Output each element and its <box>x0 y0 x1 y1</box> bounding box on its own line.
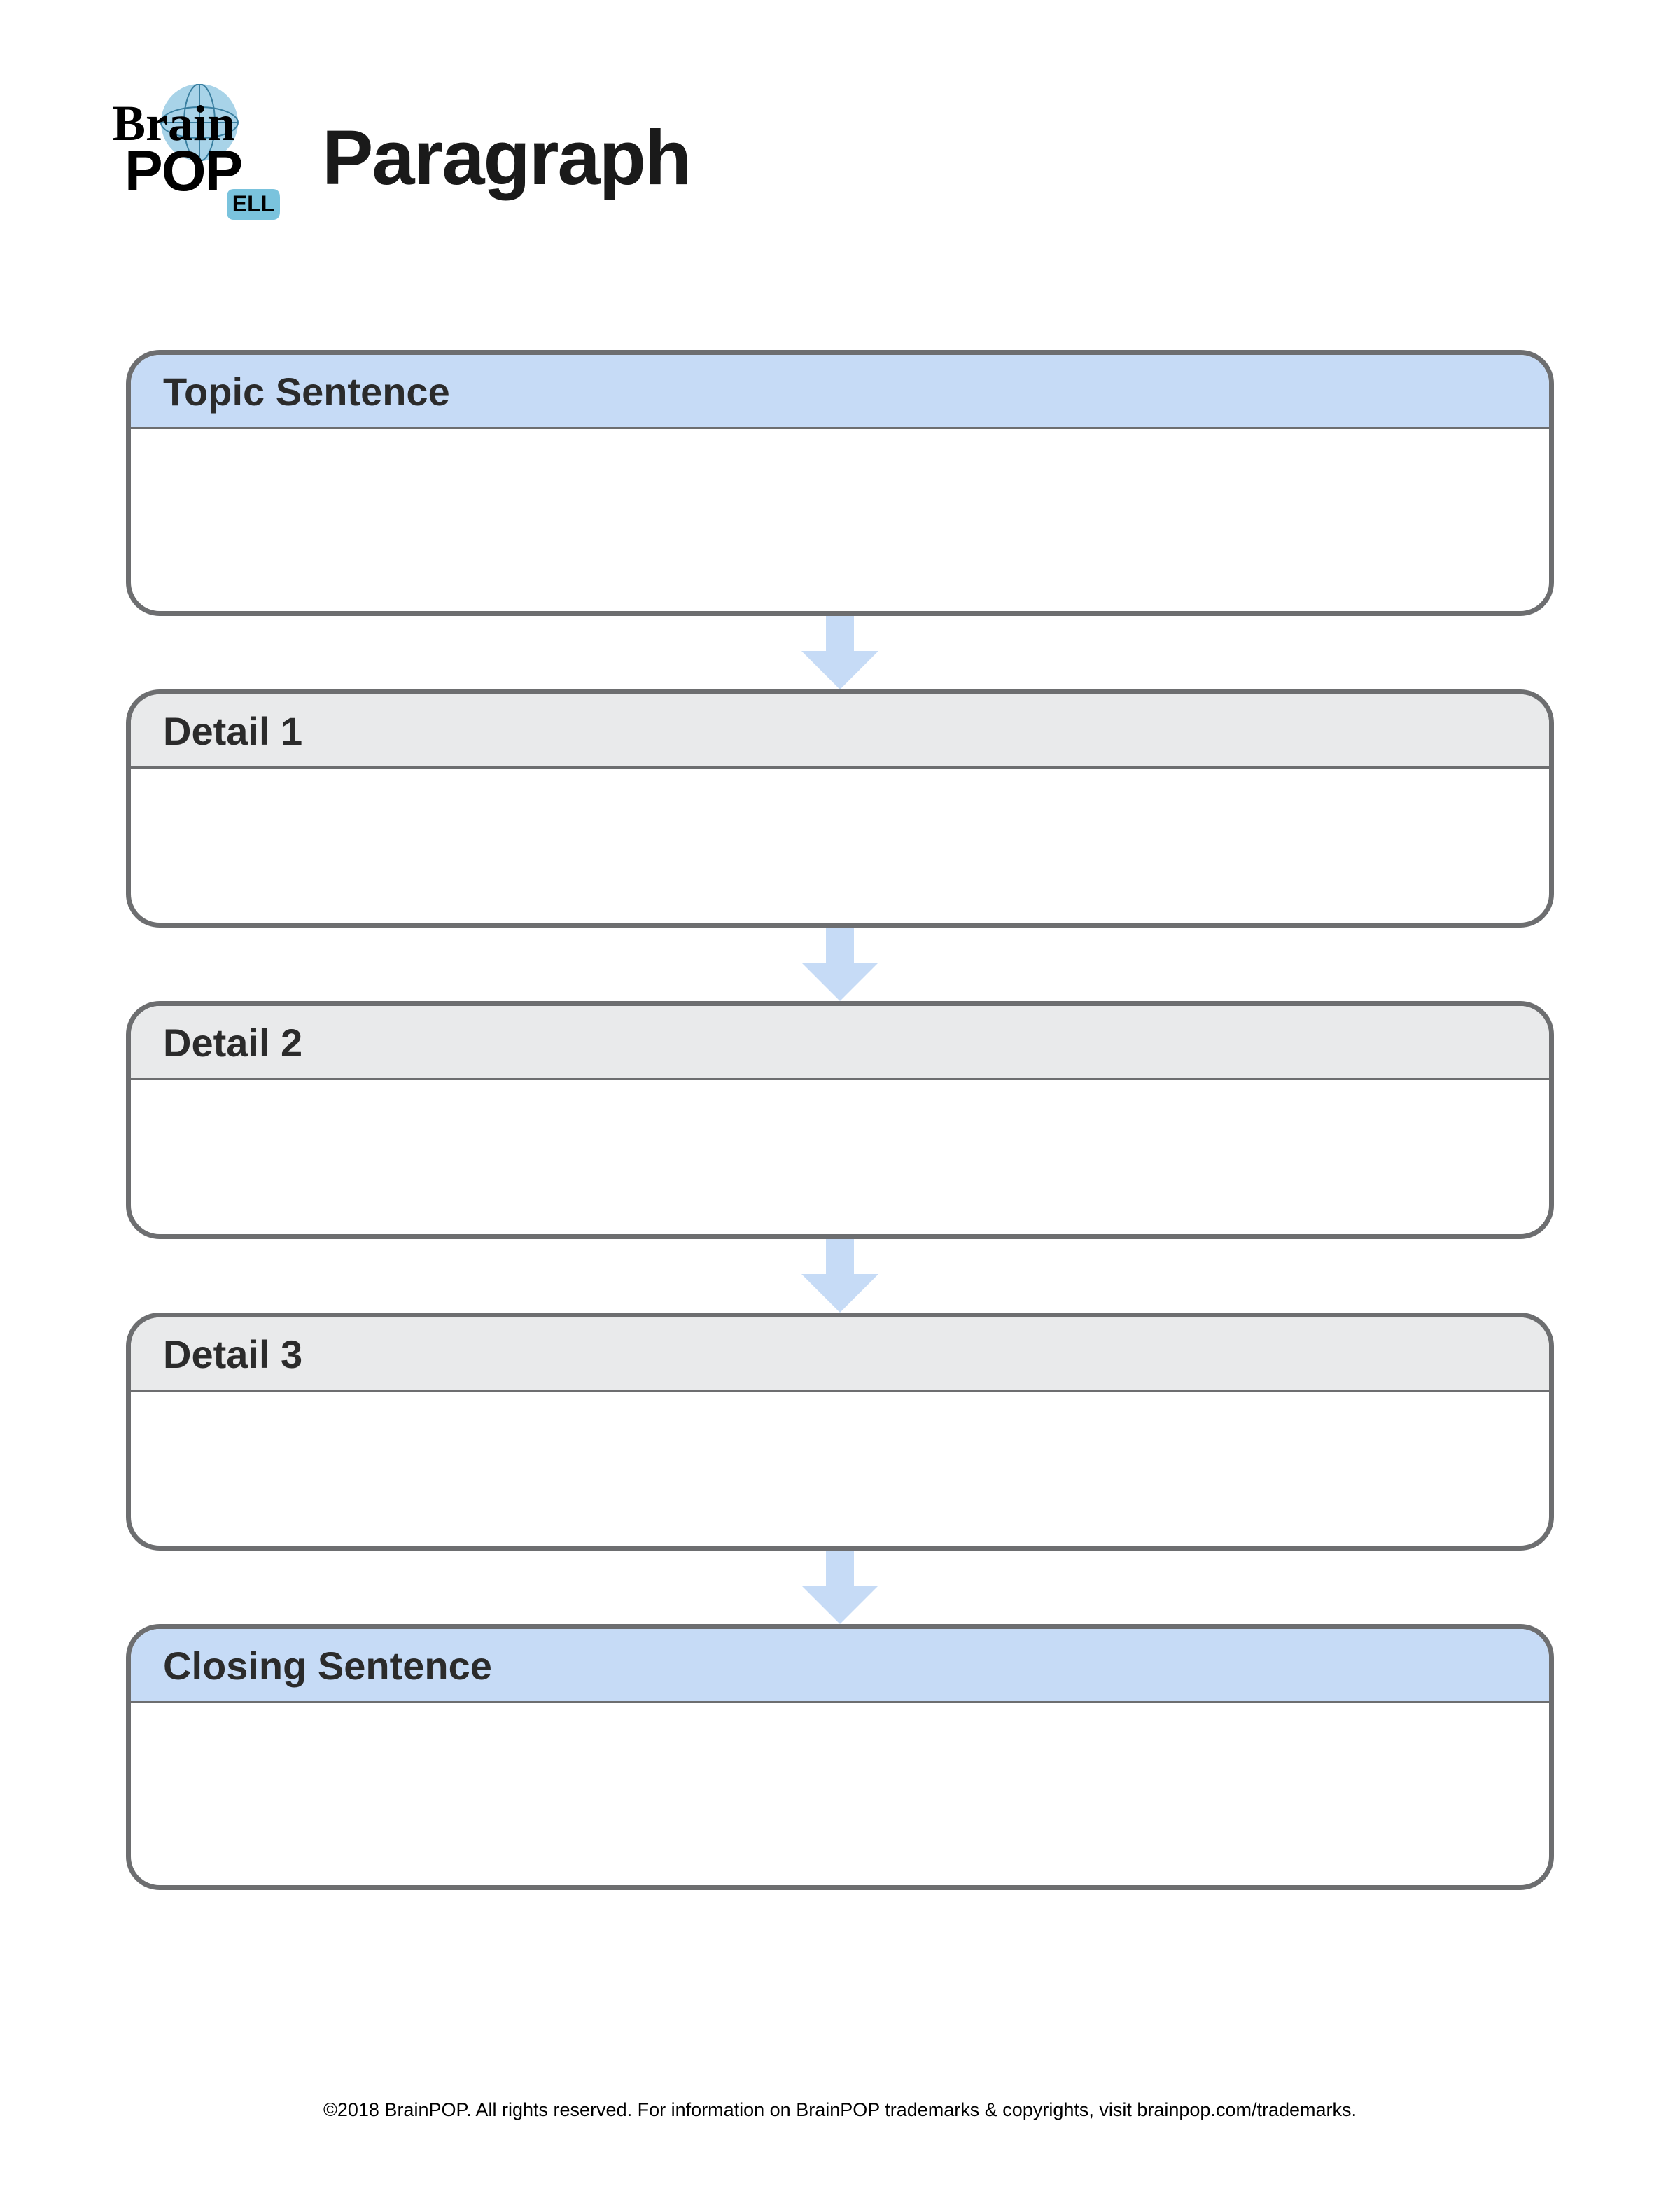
down-arrow-icon <box>802 1239 878 1312</box>
logo-svg: Brain POP ELL <box>105 84 280 231</box>
card-header: Topic Sentence <box>131 355 1549 429</box>
card-body[interactable] <box>131 1392 1549 1546</box>
page-header: Brain POP ELL Paragraph <box>105 84 1554 231</box>
svg-text:ELL: ELL <box>232 191 274 216</box>
card-header: Closing Sentence <box>131 1629 1549 1703</box>
organizer-card: Topic Sentence <box>126 350 1554 616</box>
card-label: Detail 1 <box>163 709 302 753</box>
paragraph-flow: Topic Sentence Detail 1 Detail 2 Detail 3 Cl… <box>126 350 1554 1890</box>
organizer-card: Detail 3 <box>126 1312 1554 1550</box>
worksheet-page: Brain POP ELL Paragraph Topic Sentence De… <box>0 0 1680 2205</box>
card-header: Detail 2 <box>131 1006 1549 1080</box>
card-label: Detail 3 <box>163 1332 302 1376</box>
card-header: Detail 1 <box>131 694 1549 769</box>
down-arrow-icon <box>802 616 878 690</box>
card-body[interactable] <box>131 1080 1549 1234</box>
page-title: Paragraph <box>322 113 690 202</box>
down-arrow-icon <box>802 927 878 1001</box>
copyright-footer: ©2018 BrainPOP. All rights reserved. For… <box>0 2099 1680 2121</box>
card-label: Topic Sentence <box>163 370 450 414</box>
card-body[interactable] <box>131 1703 1549 1885</box>
card-header: Detail 3 <box>131 1317 1549 1392</box>
card-label: Detail 2 <box>163 1021 302 1065</box>
organizer-card: Detail 2 <box>126 1001 1554 1239</box>
organizer-card: Detail 1 <box>126 690 1554 927</box>
brainpop-ell-logo: Brain POP ELL <box>105 84 280 231</box>
card-label: Closing Sentence <box>163 1644 492 1688</box>
organizer-card: Closing Sentence <box>126 1624 1554 1890</box>
card-body[interactable] <box>131 769 1549 923</box>
svg-text:POP: POP <box>125 139 241 203</box>
card-body[interactable] <box>131 429 1549 611</box>
down-arrow-icon <box>802 1550 878 1624</box>
